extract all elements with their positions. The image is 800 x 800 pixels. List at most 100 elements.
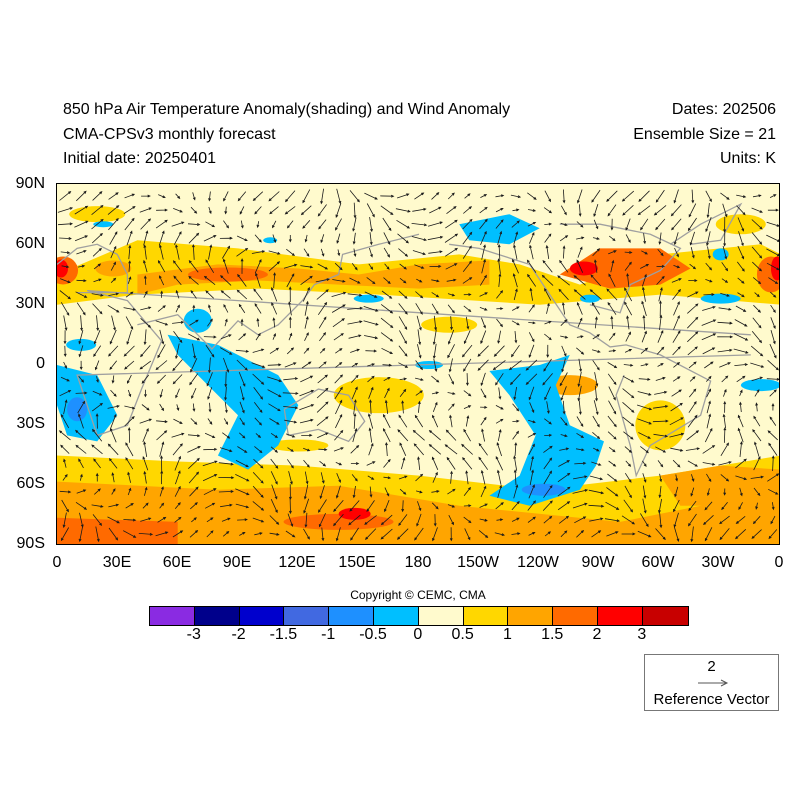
wind-vector-arrow xyxy=(543,515,553,524)
wind-vector-arrow xyxy=(236,359,248,371)
wind-vector-arrow xyxy=(143,290,148,298)
wind-vector-arrow xyxy=(495,405,504,410)
wind-vector-arrow xyxy=(768,277,779,284)
wind-vector-arrow xyxy=(688,203,697,218)
wind-vector-arrow xyxy=(720,474,730,482)
wind-vector-arrow xyxy=(303,248,310,257)
wind-vector-arrow xyxy=(752,194,762,198)
wind-vector-arrow xyxy=(528,332,535,343)
wind-vector-arrow xyxy=(173,418,183,424)
wind-vector-arrow xyxy=(510,344,520,358)
wind-vector-arrow xyxy=(655,446,667,453)
wind-vector-arrow xyxy=(751,376,764,382)
wind-vector-arrow xyxy=(542,500,553,511)
wind-vector-arrow xyxy=(721,278,729,283)
wind-vector-arrow xyxy=(235,503,250,509)
wind-vector-arrow xyxy=(736,194,747,198)
wind-vector-arrow xyxy=(607,301,617,315)
wind-vector-arrow xyxy=(380,332,394,342)
wind-vector-arrow xyxy=(637,391,652,396)
wind-vector-arrow xyxy=(642,473,647,483)
wind-vector-arrow xyxy=(594,372,599,387)
wind-vector-arrow xyxy=(592,237,600,240)
wind-vector-arrow xyxy=(286,347,295,355)
wind-vector-arrow xyxy=(624,485,632,499)
wind-vector-arrow xyxy=(417,344,422,359)
wind-vector-arrow xyxy=(320,472,325,484)
wind-vector-arrow xyxy=(203,335,217,339)
wind-vector-arrow xyxy=(642,314,646,330)
lon-label-0-end: 0 xyxy=(774,554,784,571)
wind-vector-arrow xyxy=(331,291,347,297)
wind-vector-arrow xyxy=(688,361,697,369)
wind-vector-arrow xyxy=(659,314,663,331)
wind-vector-arrow xyxy=(159,389,163,398)
wind-vector-arrow xyxy=(543,470,552,485)
wind-vector-arrow xyxy=(268,191,280,202)
wind-vector-arrow xyxy=(428,443,442,455)
wind-vector-arrow xyxy=(721,262,729,272)
wind-vector-arrow xyxy=(573,275,586,286)
wind-vector-arrow xyxy=(673,232,679,246)
wind-vector-arrow xyxy=(270,458,279,469)
wind-vector-arrow xyxy=(432,471,438,483)
wind-vector-arrow xyxy=(673,499,680,513)
wind-vector-arrow xyxy=(604,518,621,523)
wind-vector-arrow xyxy=(139,360,152,370)
colorbar-swatch xyxy=(553,607,598,625)
wind-vector-arrow xyxy=(657,249,664,257)
wind-vector-arrow xyxy=(254,234,262,243)
wind-vector-arrow xyxy=(350,527,359,541)
wind-vector-arrow xyxy=(525,373,538,385)
wind-vector-arrow xyxy=(447,392,456,395)
wind-vector-arrow xyxy=(702,306,716,311)
wind-vector-arrow xyxy=(557,486,571,497)
wind-vector-arrow xyxy=(675,474,679,482)
wind-vector-arrow xyxy=(622,388,635,399)
wind-vector-arrow xyxy=(722,413,726,429)
wind-vector-arrow xyxy=(347,306,363,310)
wind-vector-arrow xyxy=(463,486,471,497)
wind-vector-arrow xyxy=(267,376,283,383)
wind-vector-arrow xyxy=(91,232,103,244)
wind-vector-arrow xyxy=(76,250,87,255)
wind-vector-arrow xyxy=(349,190,360,203)
wind-vector-arrow xyxy=(366,500,375,512)
wind-vector-arrow xyxy=(702,462,716,466)
wind-vector-arrow xyxy=(401,457,406,470)
wind-vector-arrow xyxy=(541,274,554,286)
wind-vector-arrow xyxy=(529,232,535,244)
wind-vector-arrow xyxy=(299,418,314,424)
wind-vector-arrow xyxy=(480,194,488,198)
wind-vector-arrow xyxy=(446,456,456,470)
wind-vector-arrow xyxy=(128,260,132,272)
wind-vector-arrow xyxy=(527,273,537,287)
wind-vector-arrow xyxy=(303,484,309,500)
wind-vector-arrow xyxy=(463,504,472,508)
wind-vector-arrow xyxy=(561,301,565,315)
wind-vector-arrow xyxy=(336,233,341,244)
wind-vector-arrow xyxy=(526,259,537,273)
wind-vector-arrow xyxy=(398,475,408,480)
warm-anomaly-shading xyxy=(283,513,394,530)
wind-vector-arrow xyxy=(625,331,631,342)
colorbar-tick-label: -2 xyxy=(231,626,246,643)
wind-vector-arrow xyxy=(576,221,584,228)
wind-vector-arrow xyxy=(529,244,534,260)
wind-vector-arrow xyxy=(271,484,278,500)
wind-vector-arrow xyxy=(350,462,360,465)
wind-vector-arrow xyxy=(640,513,649,528)
wind-vector-arrow xyxy=(608,400,617,415)
wind-vector-arrow xyxy=(270,499,278,514)
wind-vector-arrow xyxy=(767,430,778,441)
wind-vector-arrow xyxy=(527,516,536,523)
lat-label-90n: 90N xyxy=(15,175,45,192)
wind-vector-arrow xyxy=(144,486,148,496)
wind-vector-arrow xyxy=(687,460,699,467)
wind-vector-arrow xyxy=(380,304,394,314)
wind-vector-arrow xyxy=(766,234,779,242)
wind-vector-arrow xyxy=(528,443,535,455)
wind-vector-arrow xyxy=(528,419,536,424)
wind-vector-arrow xyxy=(383,476,392,480)
wind-vector-arrow xyxy=(544,222,552,226)
